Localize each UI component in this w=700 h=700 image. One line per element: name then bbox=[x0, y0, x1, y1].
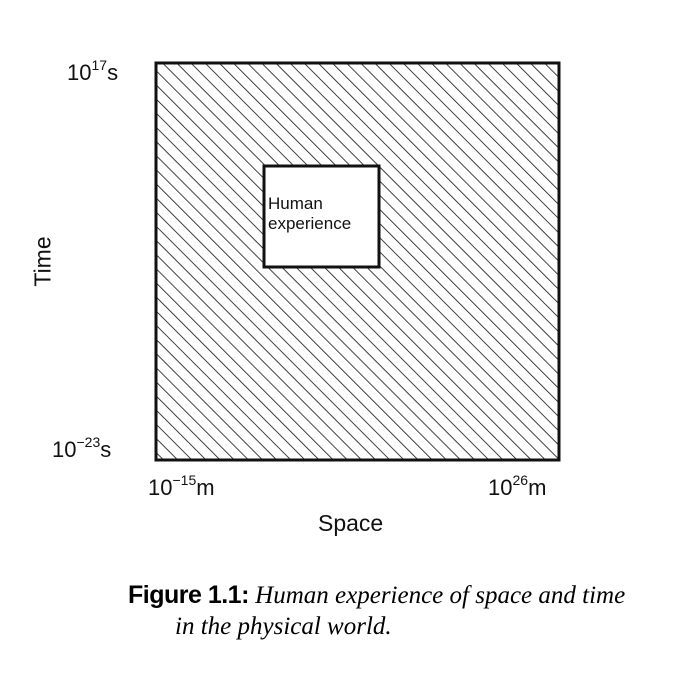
x-axis-title: Space bbox=[318, 510, 384, 536]
label-line-1: Human bbox=[268, 194, 323, 213]
time-max-label: 1017s bbox=[67, 56, 119, 85]
caption-label: Figure 1.1: bbox=[128, 581, 249, 609]
space-max-label: 1026m bbox=[488, 471, 547, 500]
y-axis-title: Time bbox=[29, 236, 56, 287]
space-min-label: 10−15m bbox=[148, 471, 215, 500]
human-experience-box bbox=[262, 164, 381, 269]
figure-caption: Figure 1.1: Human experience of space an… bbox=[128, 580, 625, 642]
human-experience-label: Human experience bbox=[268, 194, 351, 234]
caption-line-2: in the physical world. bbox=[175, 613, 392, 640]
label-line-2: experience bbox=[268, 214, 352, 233]
time-min-label: 10−23s bbox=[52, 433, 112, 462]
caption-line-1: Human experience of space and time bbox=[255, 582, 626, 609]
